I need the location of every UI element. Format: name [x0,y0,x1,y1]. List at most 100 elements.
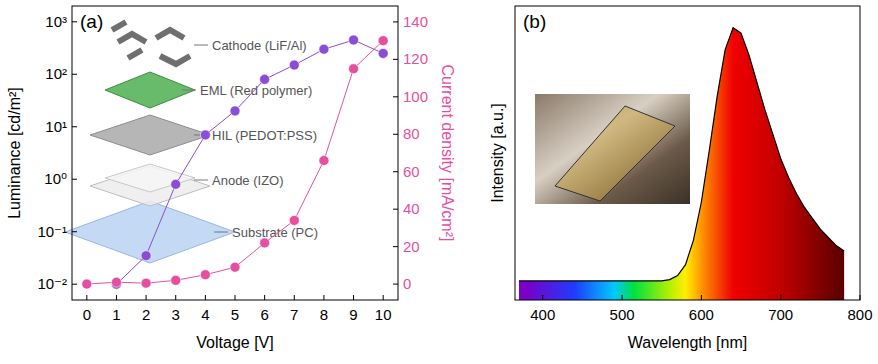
series-line [87,41,383,284]
x-tick-label: 8 [320,306,328,323]
marker [319,44,329,54]
x-tick [860,295,861,300]
x-tick-label: 7 [290,306,298,323]
y2-tick [393,21,398,22]
y2-tick [393,59,398,60]
y2-tick-label: 0 [403,275,411,292]
y2-tick [393,96,398,97]
x-tick-label: 5 [231,306,239,323]
hil-layer [90,115,210,155]
y2-tick-label: 120 [403,50,428,67]
y2-tick [393,246,398,247]
y-tick-label: 10² [45,65,67,82]
y-tick [72,21,77,22]
y2-tick-label: 60 [403,163,420,180]
x-tick [294,295,295,300]
marker [111,277,121,287]
x-tick-label: 400 [530,306,555,323]
marker [82,279,92,289]
x-tick-label: 6 [260,306,268,323]
x-tick [116,295,117,300]
x-tick [353,295,354,300]
cathode-strip [156,30,184,38]
annotation: Cathode (LiF/Al) [212,38,307,53]
y-tick-label: 10³ [45,13,67,30]
x-tick [146,295,147,300]
marker [349,35,359,45]
marker [260,74,270,84]
x-tick-label: 3 [172,306,180,323]
marker [230,106,240,116]
x-tick-label: 4 [201,306,209,323]
panel: 400500600700800(b)Wavelength [nm]Intensi… [489,6,873,351]
y2-tick [393,134,398,135]
x-tick-label: 600 [689,306,714,323]
annotation-leader [194,45,208,46]
cathode-strip [160,56,190,64]
marker [141,251,151,261]
x-tick [622,295,623,300]
x-tick-label: 0 [83,306,91,323]
y-tick [72,179,77,180]
marker [171,179,181,189]
marker [200,270,210,280]
marker [378,48,388,58]
frame [72,6,398,300]
x-tick-label: 2 [142,306,150,323]
marker [289,215,299,225]
marker [260,238,270,248]
annotation-leader [194,180,208,181]
anode-layer-top [105,164,195,192]
x-tick [542,295,543,300]
annotation: Anode (IZO) [212,173,284,188]
x-tick [383,295,384,300]
x-tick [86,295,87,300]
inset-device [555,106,675,201]
y2-tick-label: 20 [403,238,420,255]
marker [319,155,329,165]
spectrum-line [519,28,844,281]
annotation: EML (Red polymer) [200,83,312,98]
annotation-leader [214,232,228,233]
y2-tick [393,209,398,210]
x-tick [205,295,206,300]
annotation-leader [182,90,196,91]
x-tick-label: 9 [349,306,357,323]
x-tick [264,295,265,300]
x-tick [175,295,176,300]
x-tick [323,295,324,300]
y-tick [72,126,77,127]
y2-tick-label: 100 [403,88,428,105]
cathode-strip [112,22,126,30]
annotation: HIL (PEDOT:PSS) [212,128,317,143]
panel: Cathode (LiF/Al) EML (Red polymer) HIL (PE… [6,6,456,351]
panel-title: (a) [80,11,103,32]
x-tick [235,295,236,300]
y-tick [72,74,77,75]
y-tick-label: 10⁻¹ [37,223,67,240]
y2-tick-label: 40 [403,200,420,217]
substrate-layer [65,201,235,263]
marker [230,262,240,272]
x-tick-label: 500 [610,306,635,323]
y-label: Intensity [a.u.] [489,103,506,203]
y-tick-label: 10¹ [45,118,67,135]
y-tick-label: 10⁻² [37,275,67,292]
frame [515,6,860,300]
marker [200,130,210,140]
x-tick-label: 700 [768,306,793,323]
inset-photo [535,94,690,204]
y2-tick [393,284,398,285]
x-tick-label: 1 [112,306,120,323]
y-tick-label: 10⁰ [44,170,67,187]
y2-tick-label: 140 [403,13,428,30]
spectrum-area [519,28,844,300]
marker [171,275,181,285]
figure: Cathode (LiF/Al) EML (Red polymer) HIL (PE… [0,0,878,364]
y2-label: Current density [mA/cm²] [439,65,456,242]
cathode-strip [118,34,146,42]
annotation: Substrate (PC) [232,225,318,240]
x-label: Voltage [V] [196,334,273,351]
marker [141,278,151,288]
x-label: Wavelength [nm] [628,334,747,351]
